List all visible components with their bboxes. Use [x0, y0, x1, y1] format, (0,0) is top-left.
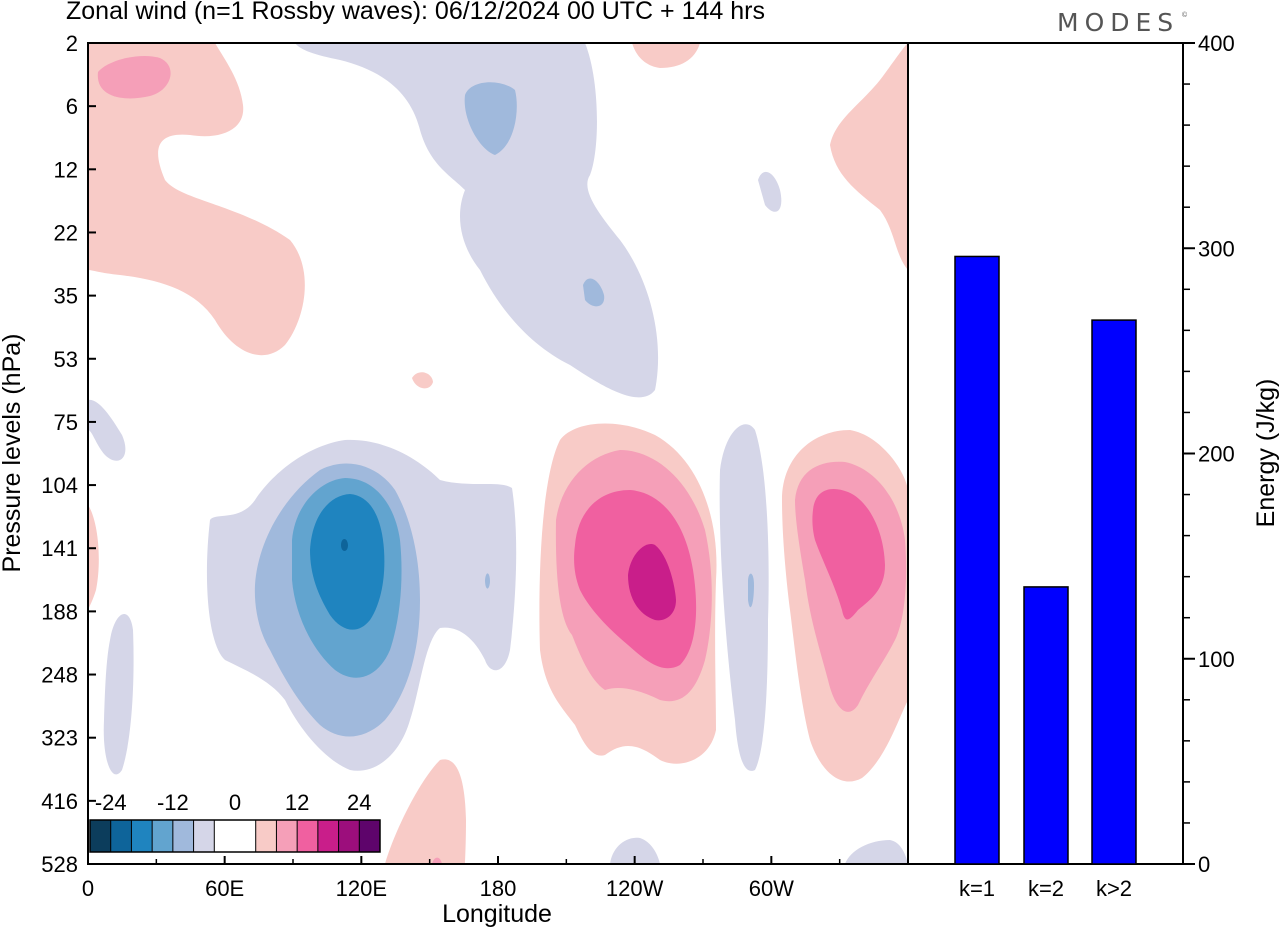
energy-tick-label: 100: [1198, 647, 1235, 672]
colorbar-swatch: [235, 820, 256, 852]
contour-posw-bottom-center: [385, 759, 466, 864]
energy-axis-title: Energy (J/kg): [1252, 379, 1280, 528]
pressure-tick-label: 188: [41, 599, 78, 624]
energy-bar-label: k=2: [1028, 876, 1064, 901]
colorbar-swatch: [214, 820, 235, 852]
energy-bar-label: k=1: [959, 876, 995, 901]
colorbar-swatch: [276, 820, 298, 852]
energy-bar-label: k>2: [1096, 876, 1132, 901]
contour-posw-left-edge: [88, 505, 99, 610]
contour-pos1-right-warm: [812, 489, 885, 620]
contour-negw-upper-center: [295, 43, 659, 398]
colorbar-swatch: [172, 820, 194, 852]
longitude-axis: 0 60E 120E 180 120W 60W: [82, 856, 841, 901]
energy-bar: [954, 255, 1000, 865]
colorbar-swatch: [297, 820, 318, 852]
colorbar-label: -12: [157, 790, 189, 815]
contour-negw-strip-right: [719, 424, 769, 771]
contour-negw-bottom-right: [845, 840, 908, 864]
contour-posw-small-dot: [412, 372, 433, 389]
contour-neg2-main-cold: [310, 494, 385, 630]
energy-tick-label: 200: [1198, 442, 1235, 467]
contour-negw-bottom-center: [610, 837, 660, 864]
contour-pos0-bottom-dot: [432, 857, 442, 864]
colorbar-swatch: [131, 820, 153, 852]
pressure-tick-label: 75: [54, 410, 78, 435]
colorbar-swatch: [152, 820, 173, 852]
longitude-tick-label: 120W: [606, 876, 664, 901]
energy-tick-label: 300: [1198, 236, 1235, 261]
pressure-tick-label: 528: [41, 852, 78, 877]
pressure-axis-title: Pressure levels (hPa): [0, 334, 26, 573]
contour-negw-left-strip: [103, 613, 134, 775]
longitude-axis-title: Longitude: [442, 900, 552, 928]
pressure-tick-label: 35: [54, 284, 78, 309]
pressure-tick-label: 12: [54, 157, 78, 182]
colorbar-label: 12: [285, 790, 309, 815]
brand-logo: MODES: [1057, 8, 1180, 37]
pressure-tick-label: 6: [66, 94, 78, 119]
contour-neg0-small-center: [583, 278, 605, 307]
colorbar-swatch: [193, 820, 215, 852]
contour-negw-left-edge: [88, 399, 126, 461]
energy-bars: k=1 k=2 k>2: [954, 255, 1137, 901]
contour-neg0-strip-right: [748, 573, 754, 608]
contour-posw-upper-right: [830, 43, 908, 270]
energy-bar: [1091, 319, 1137, 865]
energy-bar: [1023, 586, 1069, 865]
pressure-tick-label: 248: [41, 663, 78, 688]
pressure-tick-label: 141: [41, 536, 78, 561]
colorbar-swatch: [90, 820, 111, 852]
colorbar-swatch: [359, 820, 380, 852]
pressure-axis: 2 6 12 22 35 53 75 104 141 188 248 323 416 528: [41, 31, 96, 877]
contour-pos0-upper-left: [97, 55, 171, 99]
contour-neg0-upper-center: [464, 82, 517, 155]
pressure-tick-label: 53: [54, 347, 78, 372]
contour-posw-top-center: [632, 43, 700, 68]
colorbar-swatch: [317, 820, 339, 852]
pressure-tick-label: 104: [41, 473, 78, 498]
contour-negw-small-right: [758, 171, 782, 212]
colorbar-label: 0: [229, 790, 241, 815]
colorbar-swatch: [338, 820, 360, 852]
colorbar-swatch: [110, 820, 132, 852]
colorbar-swatch: [255, 820, 277, 852]
colorbar-label: -24: [95, 790, 127, 815]
longitude-tick-label: 60W: [749, 876, 794, 901]
pressure-tick-label: 2: [66, 31, 78, 56]
pressure-tick-label: 22: [54, 220, 78, 245]
longitude-tick-label: 0: [82, 876, 94, 901]
longitude-tick-label: 180: [480, 876, 517, 901]
contour-pos2-main-warm: [628, 544, 676, 621]
colorbar-label: 24: [347, 790, 371, 815]
energy-axis: 0 100 200 300 400: [1183, 31, 1235, 877]
energy-tick-label: 400: [1198, 31, 1235, 56]
longitude-tick-label: 120E: [336, 876, 387, 901]
colorbar-frame: [89, 819, 381, 853]
longitude-tick-label: 60E: [205, 876, 244, 901]
contour-neg0-tiny-center: [485, 573, 490, 589]
chart-title: Zonal wind (n=1 Rossby waves): 06/12/202…: [66, 0, 765, 25]
pressure-tick-label: 323: [41, 726, 78, 751]
contour-neg3-main-cold: [341, 538, 348, 551]
brand-copyright-mark: ©: [1182, 12, 1188, 19]
contour-field: [88, 43, 908, 864]
contour-pos-upper-left: [88, 43, 305, 356]
colorbar-legend: -24 -12 0 12 24: [86, 786, 384, 858]
energy-tick-label: 0: [1198, 852, 1210, 877]
pressure-tick-label: 416: [41, 789, 78, 814]
